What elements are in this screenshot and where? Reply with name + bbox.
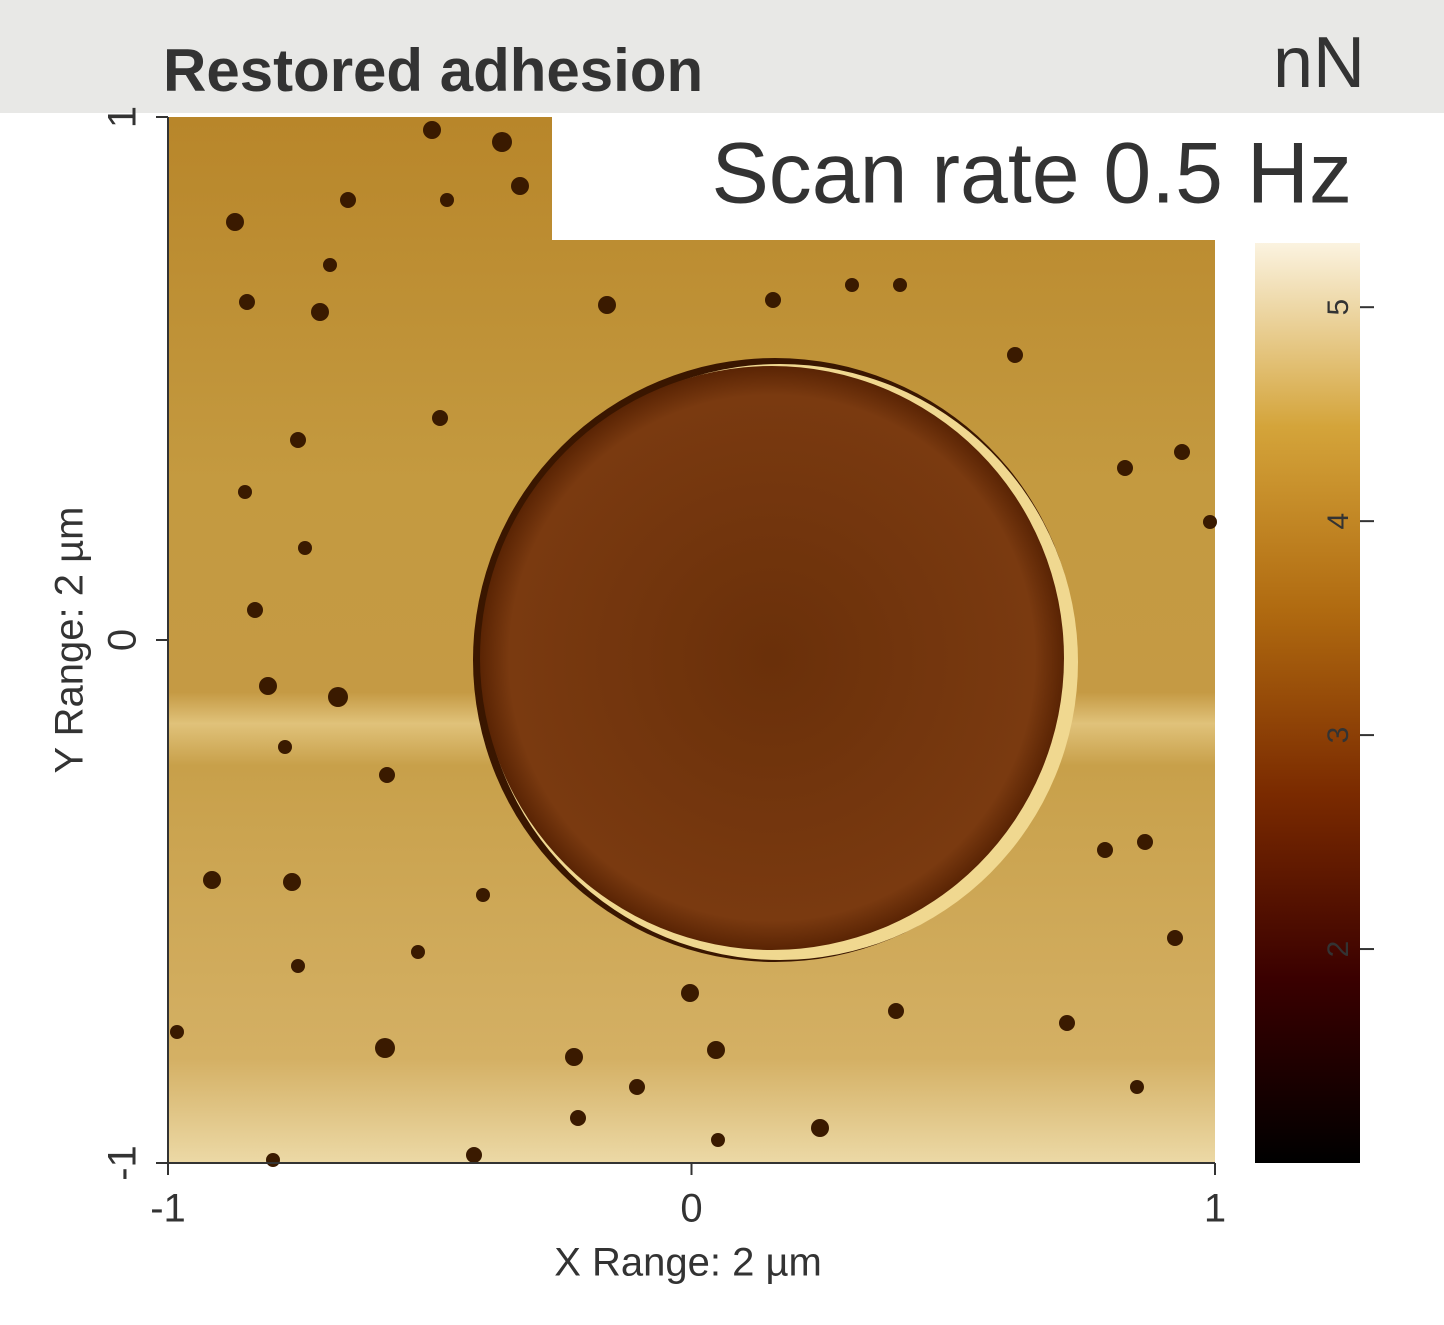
y-tick-label: 0	[101, 629, 145, 651]
annotation-box	[552, 117, 1360, 240]
colorbar-tick-label: 4	[1322, 513, 1355, 530]
annotation: Scan rate 0.5 Hz	[711, 126, 1352, 222]
colorbar-tick-label: 2	[1322, 941, 1355, 958]
unit: nN	[1273, 23, 1365, 103]
header-band	[0, 0, 1444, 113]
y-tick-label: 1	[101, 106, 145, 128]
title: Restored adhesion	[163, 37, 703, 104]
colorbar	[1255, 243, 1360, 1163]
x-tick-label: 1	[1204, 1187, 1226, 1231]
y-tick-label: -1	[101, 1145, 145, 1181]
y-axis-label: Y Range: 2 µm	[48, 507, 92, 774]
x-tick-label: -1	[150, 1187, 186, 1231]
x-tick-label: 0	[680, 1187, 702, 1231]
afm-image	[168, 117, 1217, 1167]
colorbar-tick-label: 3	[1322, 727, 1355, 744]
colorbar-tick-label: 5	[1322, 299, 1355, 316]
x-axis-label: X Range: 2 µm	[554, 1241, 822, 1285]
